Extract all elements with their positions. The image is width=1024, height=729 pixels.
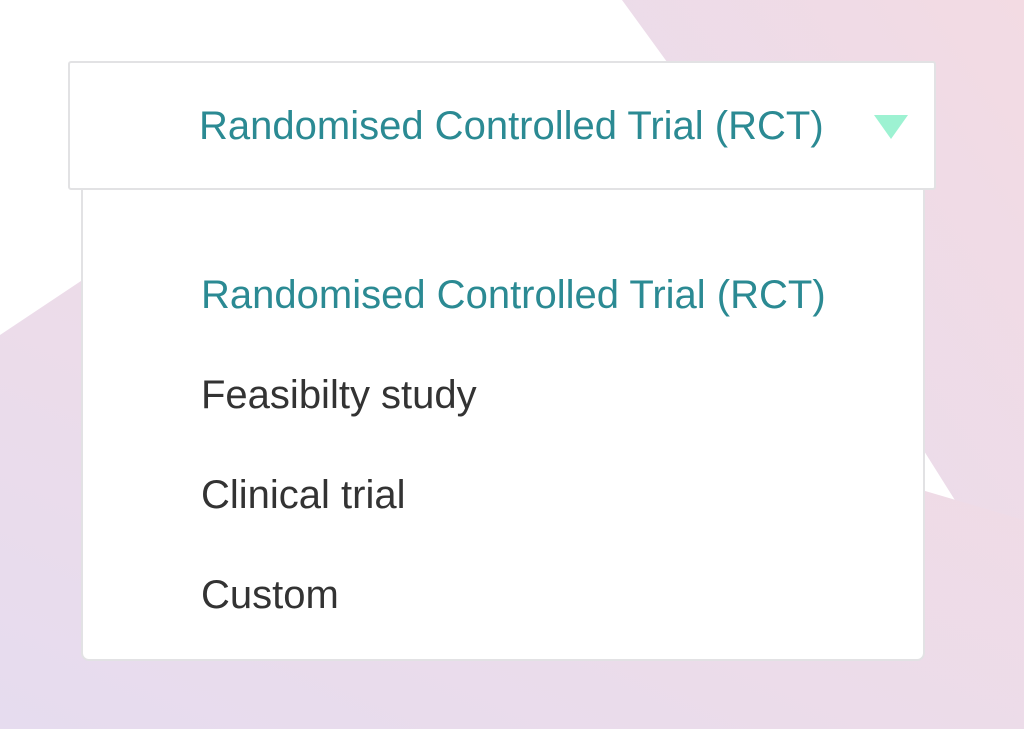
selected-value: Randomised Controlled Trial (RCT) — [199, 104, 824, 148]
caret-down-icon[interactable] — [874, 115, 908, 139]
trial-type-select[interactable]: Randomised Controlled Trial (RCT) — [68, 61, 936, 190]
option-rct[interactable]: Randomised Controlled Trial (RCT) — [201, 273, 826, 317]
option-custom[interactable]: Custom — [201, 573, 339, 617]
dropdown-menu: Randomised Controlled Trial (RCT) Feasib… — [81, 186, 925, 661]
option-clinical-trial[interactable]: Clinical trial — [201, 473, 406, 517]
option-feasibility-study[interactable]: Feasibilty study — [201, 373, 477, 417]
